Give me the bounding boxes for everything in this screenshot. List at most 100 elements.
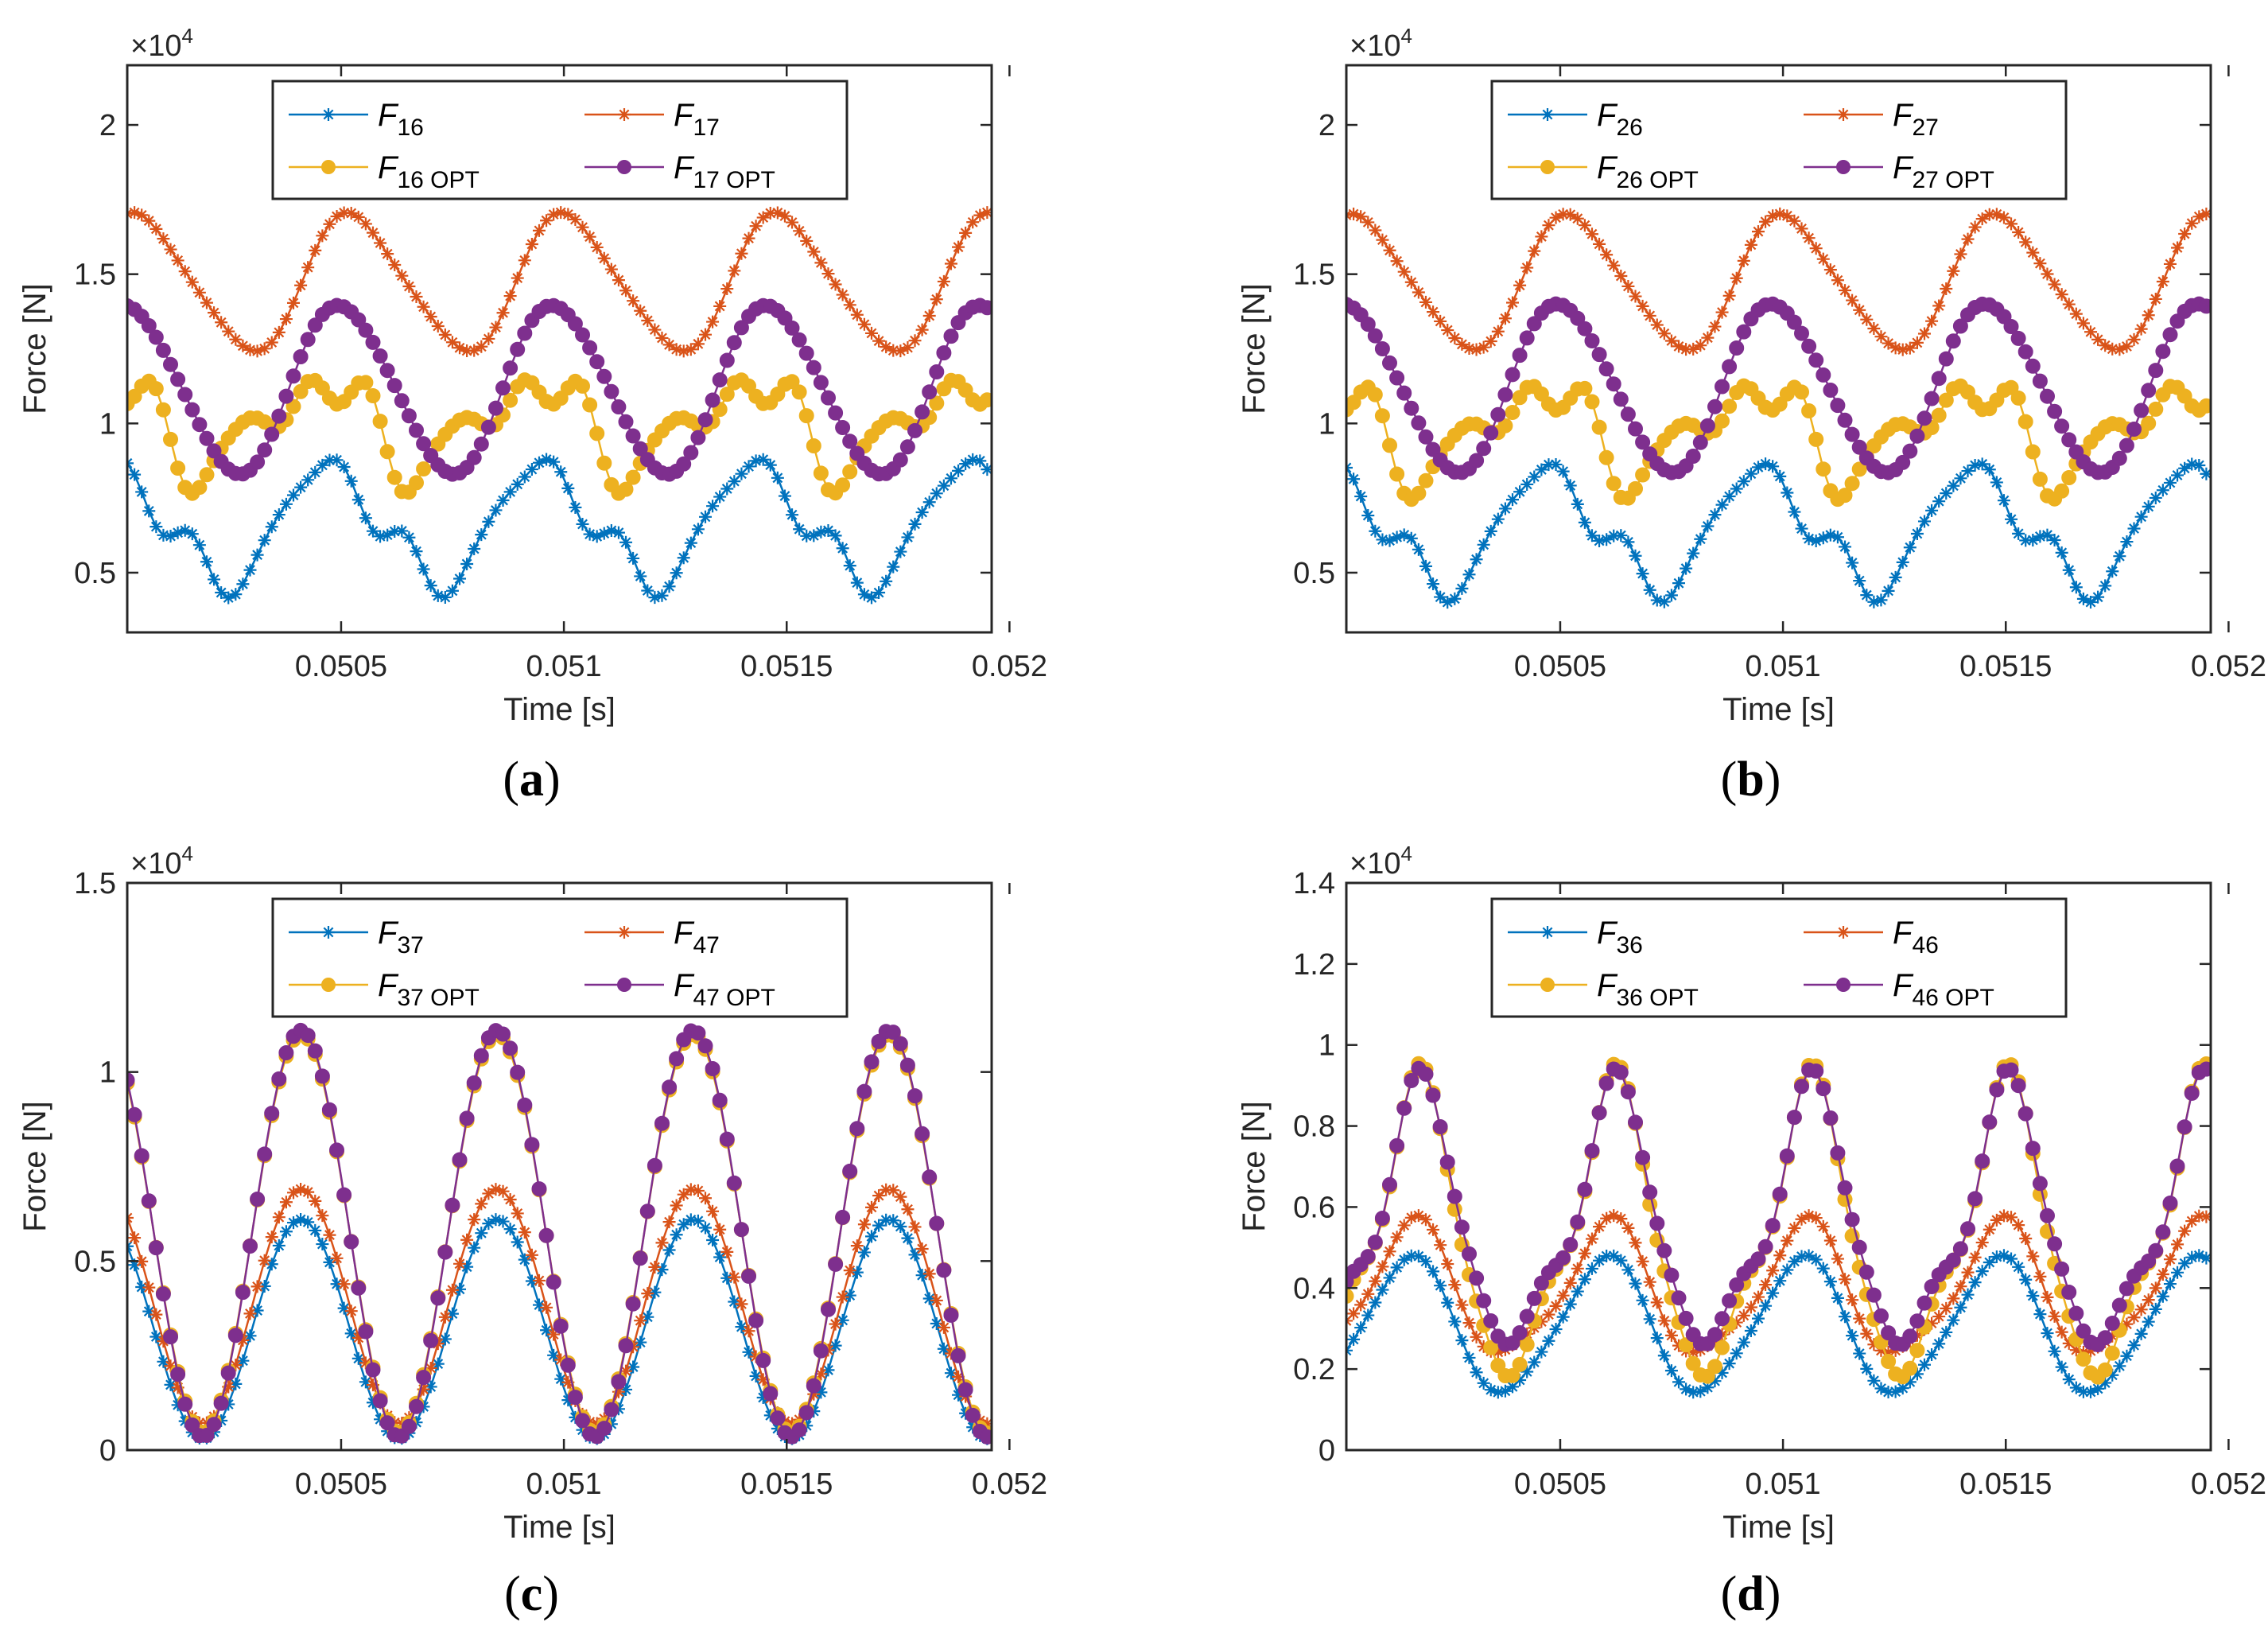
data-point-F17OPT-64: [582, 340, 598, 356]
data-point-F16-6: [164, 530, 177, 543]
data-point-F16-30: [337, 461, 351, 474]
data-point-F17OPT-34: [365, 334, 381, 350]
data-point-F47-112: [930, 1293, 943, 1307]
data-point-F46-84: [1947, 1292, 1960, 1305]
data-point-F46-9: [1404, 1211, 1418, 1224]
data-point-F27OPT-83: [1938, 351, 1954, 367]
legend-label-main: F: [1597, 150, 1618, 185]
data-point-F46OPT-61: [1779, 1148, 1795, 1164]
legend-box: [1490, 897, 2068, 1018]
data-point-F16-96: [814, 525, 828, 539]
data-point-F26-53: [1722, 490, 1736, 504]
data-point-F46OPT-65: [1808, 1064, 1824, 1079]
data-point-F17-57: [532, 224, 546, 237]
data-point-F37-71: [634, 1336, 647, 1349]
data-point-F36-87: [1968, 1276, 1982, 1289]
caption-close: ): [542, 1567, 559, 1621]
data-point-F36-96: [2033, 1308, 2047, 1321]
data-point-F16-46: [453, 572, 467, 585]
data-point-F46-85: [1954, 1280, 1967, 1293]
data-point-F26OPT-112: [2148, 401, 2164, 417]
legend-marker: [321, 160, 336, 174]
panel-d: 0.0505 0.051 0.0515 0.052 0 0.2 0.4 0.6 0.8 1 1.2 1…: [1237, 842, 2266, 1621]
data-point-F27-66: [1816, 252, 1830, 266]
data-point-F27-27: [1535, 230, 1548, 243]
data-point-F46-90: [1990, 1213, 2003, 1227]
data-point-F37-76: [670, 1228, 683, 1242]
data-point-F17OPT-80: [697, 412, 713, 428]
data-point-F26-84: [1947, 479, 1960, 492]
data-point-F37-85: [735, 1320, 748, 1334]
legend-label-sub: 16 OPT: [397, 167, 479, 193]
caption-letter: d: [1737, 1567, 1764, 1621]
data-point-F16-1: [128, 468, 142, 481]
data-point-F37-97: [821, 1363, 835, 1377]
legend-label-sub: 17: [693, 115, 719, 141]
data-point-F47OPT-22: [278, 1045, 294, 1060]
data-point-F47-41: [417, 1382, 430, 1396]
data-point-F26-50: [1701, 519, 1715, 533]
data-point-F46OPT-20: [1483, 1313, 1499, 1328]
data-point-F17OPT-81: [705, 392, 720, 408]
data-point-F47OPT-57: [531, 1181, 547, 1197]
data-point-F26OPT-92: [2003, 379, 2019, 395]
data-point-F17-92: [786, 216, 799, 229]
data-point-F26-80: [1917, 515, 1931, 528]
data-point-F27-88: [1975, 212, 1989, 226]
data-point-F27OPT-25: [1519, 330, 1535, 346]
data-point-F47OPT-41: [416, 1370, 432, 1386]
data-point-F26-34: [1585, 529, 1598, 542]
data-point-F47OPT-81: [705, 1061, 720, 1076]
data-point-F17-43: [431, 319, 445, 332]
data-point-F17OPT-71: [632, 441, 648, 457]
data-point-F27-65: [1809, 242, 1823, 255]
data-point-F37-43: [431, 1357, 445, 1371]
data-point-F16-111: [922, 496, 936, 509]
data-point-F27-18: [1470, 343, 1483, 356]
data-point-F16-79: [691, 523, 705, 536]
data-point-F47OPT-101: [849, 1121, 865, 1137]
data-point-F16OPT-96: [813, 465, 829, 481]
data-point-F16-97: [821, 523, 835, 537]
data-point-F27-63: [1795, 222, 1808, 235]
legend-marker: [321, 978, 336, 992]
data-point-F47OPT-60: [553, 1318, 569, 1334]
data-point-F47OPT-63: [575, 1413, 590, 1429]
data-point-F37-75: [662, 1243, 676, 1257]
data-point-F26-25: [1520, 477, 1534, 491]
data-point-F36-114: [2163, 1277, 2177, 1291]
data-point-F27OPT-3: [1360, 317, 1376, 332]
data-point-F46-72: [1860, 1327, 1874, 1340]
data-point-F47OPT-102: [856, 1083, 872, 1099]
data-point-F47OPT-110: [915, 1126, 930, 1141]
data-point-F27-56: [1744, 238, 1757, 251]
data-point-F47OPT-114: [943, 1307, 959, 1323]
data-point-F27-90: [1990, 208, 2003, 221]
data-point-F17-12: [208, 306, 221, 320]
series-F17OPT: [127, 297, 992, 482]
data-point-F27-35: [1593, 237, 1606, 251]
data-point-F16-75: [662, 580, 676, 593]
y-axis-label: Force [N]: [1237, 1101, 1272, 1231]
data-point-F26-115: [2171, 469, 2185, 482]
data-point-F46OPT-57: [1750, 1251, 1766, 1267]
data-point-F47OPT-119: [979, 1429, 992, 1445]
data-point-F27-74: [1874, 330, 1888, 344]
data-point-F36-35: [1593, 1254, 1606, 1267]
data-point-F27OPT-34: [1584, 333, 1600, 348]
data-point-F17OPT-18: [250, 454, 266, 470]
data-point-F47OPT-82: [712, 1092, 728, 1108]
data-point-F47-49: [475, 1197, 488, 1211]
data-point-F16-57: [532, 456, 546, 469]
data-point-F36-25: [1520, 1365, 1534, 1379]
data-point-F27OPT-110: [2134, 402, 2150, 418]
data-point-F16-114: [944, 472, 957, 485]
data-point-F37-5: [157, 1355, 170, 1368]
data-point-F47-46: [453, 1257, 467, 1270]
data-point-F37-52: [496, 1215, 510, 1228]
data-point-F46-16: [1455, 1298, 1469, 1312]
data-point-F47OPT-46: [452, 1152, 468, 1168]
legend-marker: [1540, 160, 1555, 174]
data-point-F16-76: [670, 566, 683, 580]
data-point-F27-97: [2041, 267, 2054, 281]
